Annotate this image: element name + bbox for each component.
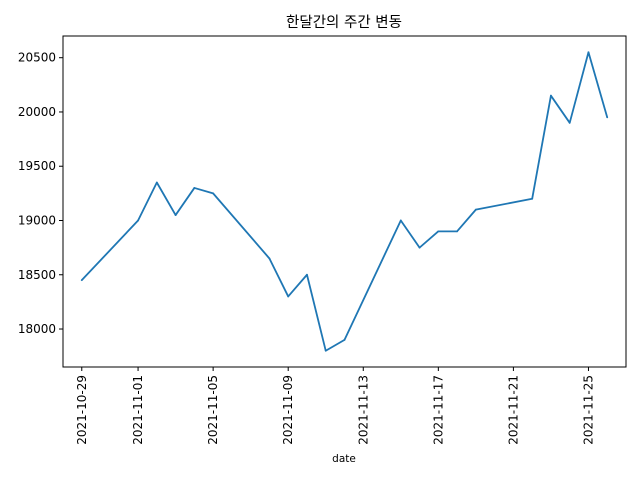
- y-tick-label: 18500: [18, 268, 56, 282]
- x-axis: 2021-10-29 2021-11-01 2021-11-05 2021-11-09…: [75, 367, 595, 445]
- data-point: [456, 230, 458, 233]
- data-point: [137, 219, 139, 222]
- x-tick-label: 2021-11-17: [431, 375, 445, 445]
- data-point: [606, 116, 609, 119]
- data-point: [174, 214, 177, 216]
- data-point: [437, 230, 440, 233]
- data-point: [343, 338, 346, 341]
- series-line: [81, 51, 609, 352]
- data-point: [155, 181, 158, 184]
- data-point: [193, 187, 196, 189]
- data-point: [287, 295, 290, 298]
- y-tick-label: 19500: [18, 159, 56, 173]
- x-axis-label: date: [332, 453, 356, 465]
- chart-title: 한달간의 주간 변동: [286, 14, 402, 31]
- plot-frame: [62, 35, 627, 368]
- x-tick-label: 2021-11-01: [131, 375, 145, 445]
- data-point: [568, 121, 571, 124]
- plot-area: [80, 51, 609, 352]
- data-point: [268, 257, 271, 260]
- x-tick-label: 2021-11-09: [281, 375, 295, 445]
- y-tick-label: 19000: [18, 213, 56, 227]
- x-tick-label: 2021-11-05: [206, 375, 220, 445]
- data-point: [418, 246, 421, 249]
- y-axis: 18000 18500 19000 19500 20000 20500: [18, 51, 63, 336]
- y-tick-label: 20500: [18, 51, 56, 65]
- x-tick-label: 2021-11-21: [506, 375, 520, 445]
- data-point: [80, 279, 83, 282]
- x-tick-label: 2021-10-29: [75, 375, 89, 445]
- y-tick-label: 18000: [18, 322, 56, 336]
- data-point: [212, 192, 215, 195]
- data-point: [399, 219, 402, 222]
- data-point: [531, 197, 534, 200]
- data-point: [306, 273, 308, 276]
- data-point: [587, 51, 590, 54]
- data-point: [550, 94, 552, 97]
- data-point: [324, 349, 327, 352]
- data-point: [474, 208, 477, 211]
- x-tick-label: 2021-11-13: [356, 375, 370, 445]
- y-tick-label: 20000: [18, 105, 56, 119]
- x-tick-label: 2021-11-25: [581, 375, 595, 445]
